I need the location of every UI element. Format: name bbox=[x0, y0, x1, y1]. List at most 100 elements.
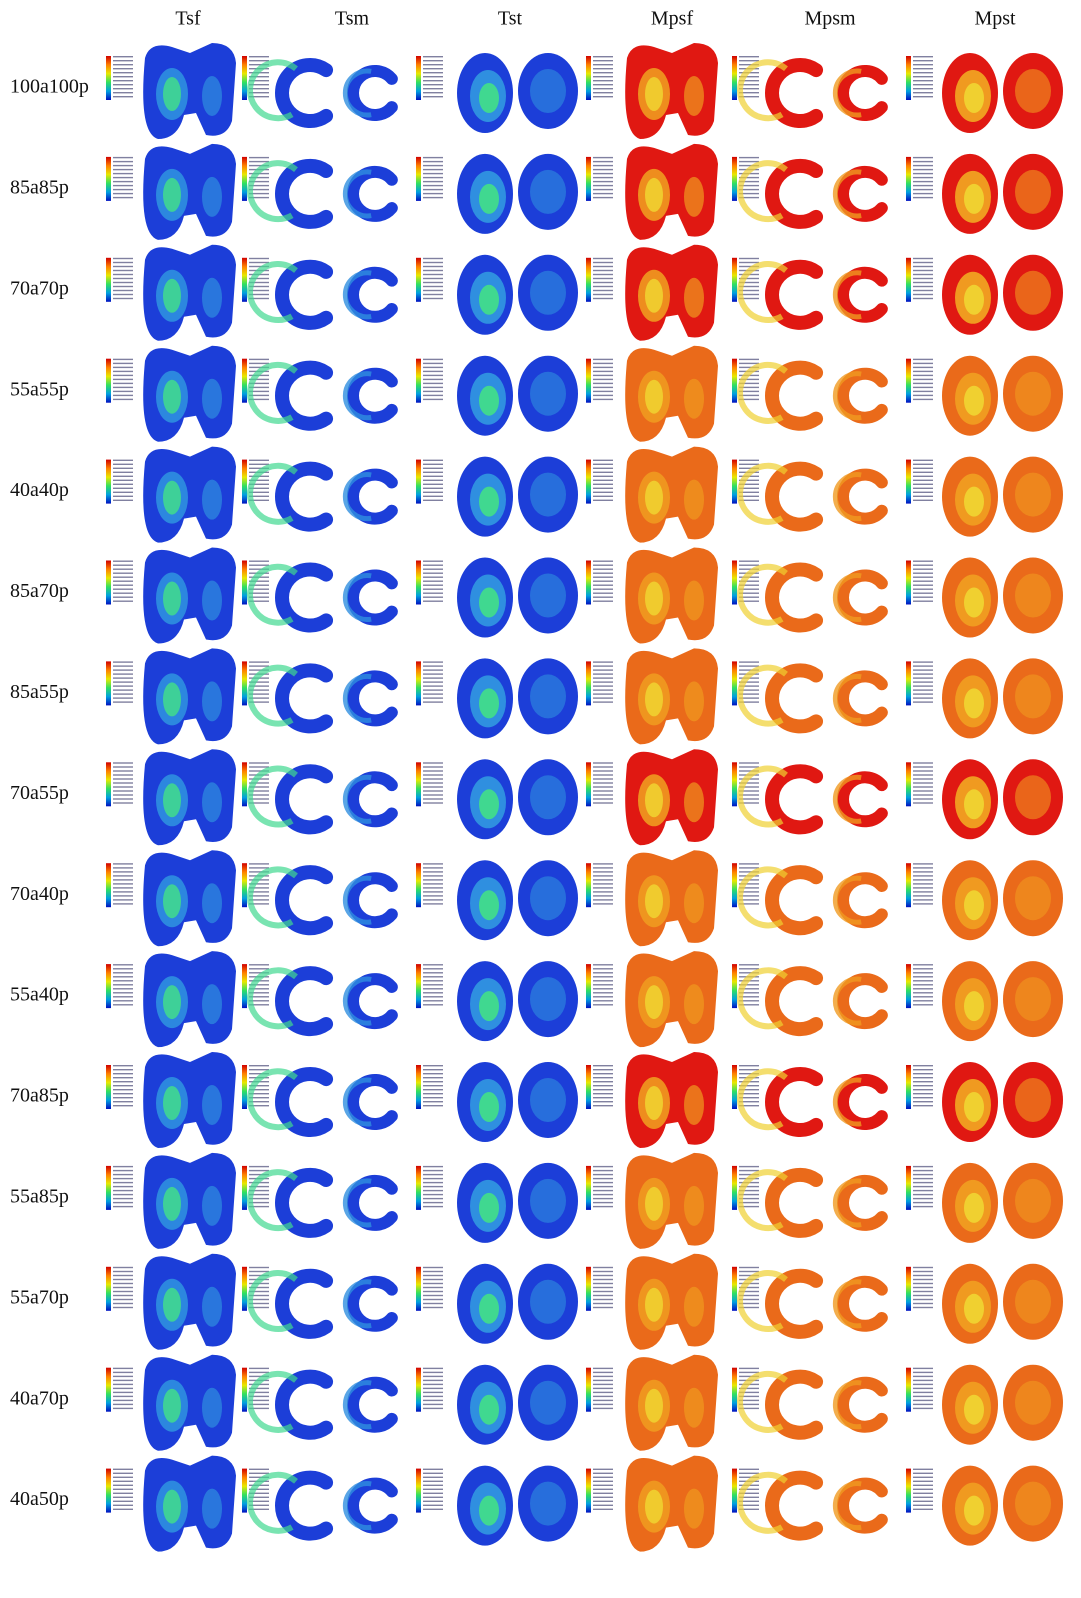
color-legend bbox=[586, 1469, 591, 1513]
legend-text bbox=[913, 782, 933, 783]
meniscus-plot bbox=[282, 267, 326, 323]
legend-text bbox=[423, 181, 443, 182]
legend-text bbox=[113, 778, 133, 779]
legend-text bbox=[593, 1194, 613, 1195]
legend-text bbox=[113, 1178, 133, 1179]
legend-text bbox=[423, 80, 443, 81]
stress-patch bbox=[202, 379, 222, 419]
legend-text bbox=[113, 266, 133, 267]
legend-text bbox=[593, 891, 613, 892]
legend-text bbox=[423, 1283, 443, 1284]
legend-text bbox=[913, 1182, 933, 1183]
legend-text bbox=[113, 189, 133, 190]
color-legend bbox=[586, 762, 591, 806]
color-legend bbox=[586, 359, 591, 403]
legend-text bbox=[113, 68, 133, 69]
legend-text bbox=[249, 464, 269, 465]
legend-text bbox=[913, 278, 933, 279]
legend-text bbox=[593, 177, 613, 178]
legend-text bbox=[423, 1194, 443, 1195]
legend-text bbox=[113, 665, 133, 666]
column-header: Tsf bbox=[175, 8, 201, 30]
legend-text bbox=[423, 1497, 443, 1498]
legend-text bbox=[913, 290, 933, 291]
meniscus-plot bbox=[843, 878, 882, 922]
legend-text bbox=[593, 1299, 613, 1300]
meniscus-plot bbox=[772, 1074, 816, 1130]
legend-text bbox=[423, 589, 443, 590]
legend-text bbox=[739, 1271, 759, 1272]
row-images bbox=[106, 1456, 1063, 1552]
legend-text bbox=[423, 496, 443, 497]
stress-patch bbox=[684, 379, 704, 419]
color-legend bbox=[732, 1065, 737, 1109]
color-legend bbox=[906, 258, 911, 302]
row-images bbox=[106, 245, 1063, 341]
legend-text bbox=[593, 1485, 613, 1486]
legend-text bbox=[113, 1279, 133, 1280]
legend-text bbox=[593, 980, 613, 981]
legend-text bbox=[913, 1166, 933, 1167]
legend-text bbox=[423, 375, 443, 376]
stress-patch bbox=[202, 278, 222, 318]
legend-text bbox=[423, 460, 443, 461]
stress-patch bbox=[202, 1186, 222, 1226]
legend-text bbox=[913, 84, 933, 85]
legend-text bbox=[113, 1089, 133, 1090]
legend-text bbox=[423, 488, 443, 489]
column-header: Mpsf bbox=[651, 8, 694, 30]
legend-text bbox=[113, 681, 133, 682]
legend-text bbox=[423, 565, 443, 566]
legend-text bbox=[593, 1291, 613, 1292]
color-legend bbox=[906, 762, 911, 806]
stress-patch bbox=[479, 1496, 499, 1526]
legend-text bbox=[593, 577, 613, 578]
legend-text bbox=[113, 790, 133, 791]
legend-text bbox=[913, 1097, 933, 1098]
legend-text bbox=[423, 899, 443, 900]
stress-patch bbox=[964, 1496, 984, 1526]
legend-text bbox=[423, 185, 443, 186]
legend-text bbox=[423, 1202, 443, 1203]
legend-text bbox=[113, 968, 133, 969]
legend-text bbox=[113, 177, 133, 178]
legend-text bbox=[739, 258, 759, 259]
legend-text bbox=[113, 1093, 133, 1094]
legend-text bbox=[113, 774, 133, 775]
legend-text bbox=[423, 693, 443, 694]
legend-text bbox=[913, 798, 933, 799]
legend-text bbox=[593, 693, 613, 694]
stress-patch bbox=[163, 1187, 181, 1221]
stress-patch bbox=[202, 581, 222, 621]
color-legend bbox=[906, 1166, 911, 1210]
legend-text bbox=[423, 294, 443, 295]
legend-text bbox=[913, 1497, 933, 1498]
legend-text bbox=[913, 689, 933, 690]
legend-text bbox=[423, 798, 443, 799]
legend-text bbox=[423, 972, 443, 973]
legend-text bbox=[739, 561, 759, 562]
legend-text bbox=[913, 1283, 933, 1284]
legend-text bbox=[249, 161, 269, 162]
stress-patch bbox=[163, 985, 181, 1019]
legend-text bbox=[113, 270, 133, 271]
legend-text bbox=[423, 1170, 443, 1171]
legend-text bbox=[113, 1384, 133, 1385]
meniscus-plot bbox=[843, 71, 882, 115]
legend-text bbox=[113, 379, 133, 380]
legend-text bbox=[593, 1283, 613, 1284]
legend-text bbox=[249, 460, 269, 461]
legend-text bbox=[913, 274, 933, 275]
column-header: Mpst bbox=[974, 8, 1016, 30]
stress-patch bbox=[163, 481, 181, 515]
color-legend bbox=[242, 1065, 247, 1109]
stress-patch bbox=[163, 279, 181, 313]
legend-text bbox=[113, 1271, 133, 1272]
stress-patch bbox=[684, 177, 704, 217]
legend-text bbox=[423, 88, 443, 89]
legend-text bbox=[113, 899, 133, 900]
column-header: Mpsm bbox=[804, 8, 856, 30]
legend-text bbox=[423, 383, 443, 384]
legend-text bbox=[113, 964, 133, 965]
color-legend bbox=[416, 561, 421, 605]
